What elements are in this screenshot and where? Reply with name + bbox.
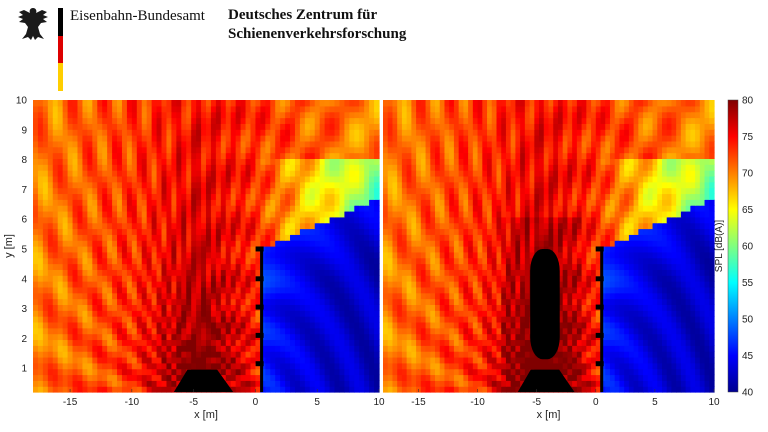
x-tick-label: -5 (189, 397, 198, 408)
colorbar-label: SPL [dB(A)] (714, 220, 725, 273)
header: Eisenbahn-Bundesamt Deutsches Zentrum fü… (0, 0, 768, 95)
heatmap-panel-right: -15 -10 -5 0 5 10 x [m] (383, 100, 720, 421)
barrier-post (595, 332, 604, 338)
barrier-post (595, 276, 604, 282)
barrier-post (595, 361, 604, 367)
colorbar-tick-label: 55 (742, 278, 754, 289)
x-tick-label: 5 (652, 397, 658, 408)
x-tick-label: 0 (593, 397, 599, 408)
org-name-dzsf: Deutsches Zentrum für Schienenverkehrsfo… (228, 6, 406, 44)
y-tick-label: 10 (16, 96, 28, 107)
barrier-post (255, 332, 264, 338)
colorbar-tick-label: 70 (742, 169, 754, 180)
heatmap-panel-left: -15 -10 -5 0 5 10 1 2 3 4 5 6 7 8 9 10 x [m] y [m] (3, 96, 385, 422)
vehicle-base-shape (173, 369, 234, 392)
colorbar-tick-label: 75 (742, 132, 754, 143)
colorbar-tick-label: 45 (742, 351, 754, 362)
vehicle-base-shape (517, 369, 575, 392)
barrier-post (255, 304, 264, 310)
colorbar-tick-label: 40 (742, 388, 754, 399)
org-name-dzsf-line2: Schienenverkehrsforschung (228, 26, 407, 42)
flag-black-stripe (58, 8, 63, 36)
colorbar-tick-label: 65 (742, 205, 754, 216)
x-tick-label: 0 (253, 397, 259, 408)
y-tick-label: 2 (21, 334, 27, 345)
flag-red-stripe (58, 35, 63, 64)
y-tick-label: 1 (21, 364, 27, 375)
noise-barrier (600, 248, 604, 392)
y-tick-label: 7 (21, 185, 27, 196)
x-tick-label: -10 (470, 397, 485, 408)
x-tick-label: -15 (411, 397, 426, 408)
x-tick-label: 10 (708, 397, 720, 408)
colorbar-gradient (727, 99, 739, 393)
org-name-dzsf-line1: Deutsches Zentrum für (228, 7, 378, 23)
colorbar-tick-label: 50 (742, 315, 754, 326)
barrier-post (595, 246, 604, 252)
german-flag-bar (58, 8, 63, 91)
x-axis-label: x [m] (537, 409, 561, 421)
x-tick-label: -10 (125, 397, 140, 408)
y-tick-label: 8 (21, 155, 27, 166)
spl-field (33, 100, 380, 393)
barrier-post (255, 246, 264, 252)
y-tick-label: 6 (21, 215, 27, 226)
y-tick-label: 4 (21, 274, 27, 285)
y-tick-label: 3 (21, 304, 27, 315)
y-tick-label: 9 (21, 125, 27, 136)
barrier-post (255, 276, 264, 282)
noise-barrier (260, 248, 264, 392)
x-tick-label: 10 (373, 397, 385, 408)
flag-gold-stripe (58, 63, 63, 91)
federal-eagle-icon (18, 8, 48, 40)
y-axis-label: y [m] (3, 234, 15, 258)
colorbar: 40 45 50 55 60 65 70 75 80 SPL [dB(A)] (714, 96, 754, 399)
x-axis-label: x [m] (194, 409, 218, 421)
x-tick-label: -5 (532, 397, 541, 408)
org-name-eba: Eisenbahn-Bundesamt (70, 8, 205, 24)
colorbar-tick-label: 80 (742, 96, 754, 107)
spl-field (383, 100, 715, 393)
barrier-post (255, 361, 264, 367)
colorbar-tick-label: 60 (742, 242, 754, 253)
vehicle-body-shape (530, 248, 560, 360)
y-tick-label: 5 (21, 244, 27, 255)
barrier-post (595, 304, 604, 310)
x-tick-label: -15 (63, 397, 78, 408)
x-tick-label: 5 (314, 397, 320, 408)
